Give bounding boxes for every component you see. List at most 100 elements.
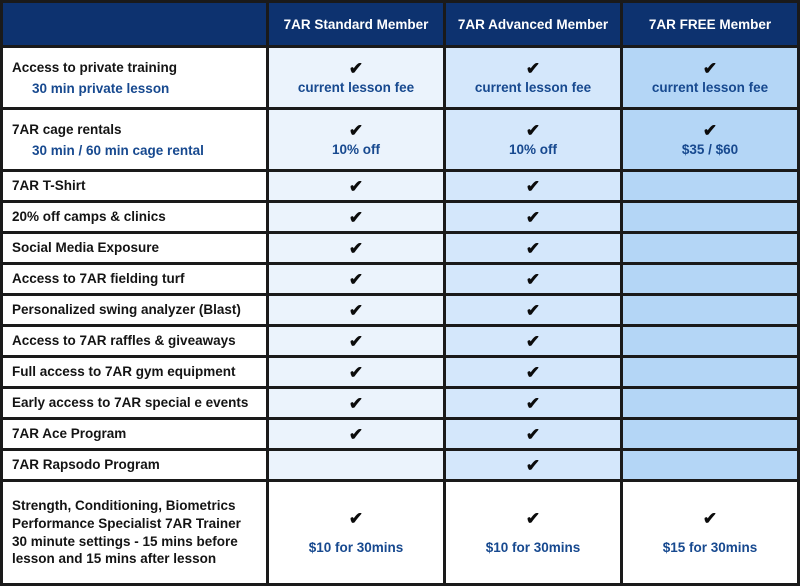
value-note: $10 for 30mins bbox=[308, 540, 404, 556]
value-cell-free bbox=[623, 327, 797, 355]
value-cell-advanced: ✔ bbox=[446, 265, 620, 293]
check-icon: ✔ bbox=[348, 362, 364, 382]
value-cell-advanced: ✔ bbox=[446, 358, 620, 386]
value-note: 10% off bbox=[331, 142, 380, 158]
feature-label: Strength, Conditioning, Biometrics Perfo… bbox=[12, 497, 241, 567]
value-cell-advanced: ✔ bbox=[446, 172, 620, 200]
feature-sublabel: 30 min / 60 min cage rental bbox=[32, 143, 204, 159]
value-cell-standard: ✔ bbox=[269, 172, 443, 200]
feature-label-cell: Early access to 7AR special e events bbox=[3, 389, 266, 417]
value-cell-advanced: ✔ bbox=[446, 327, 620, 355]
value-cell-standard: ✔ bbox=[269, 234, 443, 262]
check-icon: ✔ bbox=[348, 424, 364, 444]
check-icon: ✔ bbox=[525, 269, 541, 289]
feature-sublabel: 30 min private lesson bbox=[32, 81, 170, 97]
feature-label: 7AR cage rentals bbox=[12, 121, 122, 137]
feature-label: Access to private training bbox=[12, 59, 178, 75]
check-icon: ✔ bbox=[525, 393, 541, 413]
feature-label: Access to 7AR raffles & giveaways bbox=[12, 333, 236, 349]
feature-label-cell: 20% off camps & clinics bbox=[3, 203, 266, 231]
check-icon: ✔ bbox=[702, 509, 718, 529]
feature-label-cell: Access to 7AR fielding turf bbox=[3, 265, 266, 293]
value-cell-free bbox=[623, 203, 797, 231]
value-cell-standard: ✔ bbox=[269, 420, 443, 448]
value-cell-free: ✔ $15 for 30mins bbox=[623, 482, 797, 583]
value-note: current lesson fee bbox=[297, 80, 415, 96]
check-icon: ✔ bbox=[348, 121, 364, 141]
value-cell-advanced: ✔ bbox=[446, 203, 620, 231]
value-note: $10 for 30mins bbox=[485, 540, 581, 556]
feature-label-cell: Social Media Exposure bbox=[3, 234, 266, 262]
value-cell-free: ✔ current lesson fee bbox=[623, 48, 797, 107]
value-cell-free bbox=[623, 172, 797, 200]
feature-label: 7AR Rapsodo Program bbox=[12, 457, 160, 473]
check-icon: ✔ bbox=[348, 176, 364, 196]
check-icon: ✔ bbox=[525, 121, 541, 141]
check-icon: ✔ bbox=[348, 300, 364, 320]
value-note: current lesson fee bbox=[474, 80, 592, 96]
value-cell-free bbox=[623, 451, 797, 479]
value-cell-standard: ✔ current lesson fee bbox=[269, 48, 443, 107]
feature-label-cell: 7AR Rapsodo Program bbox=[3, 451, 266, 479]
check-icon: ✔ bbox=[525, 455, 541, 475]
check-icon: ✔ bbox=[348, 59, 364, 79]
value-cell-standard: ✔ bbox=[269, 358, 443, 386]
value-cell-standard: ✔ bbox=[269, 203, 443, 231]
value-cell-standard: ✔ bbox=[269, 296, 443, 324]
feature-label: Full access to 7AR gym equipment bbox=[12, 364, 236, 380]
value-cell-advanced: ✔ bbox=[446, 234, 620, 262]
value-cell-advanced: ✔ 10% off bbox=[446, 110, 620, 169]
check-icon: ✔ bbox=[525, 331, 541, 351]
value-cell-advanced: ✔ current lesson fee bbox=[446, 48, 620, 107]
value-cell-free: ✔ $35 / $60 bbox=[623, 110, 797, 169]
value-cell-free bbox=[623, 389, 797, 417]
value-cell-free bbox=[623, 420, 797, 448]
value-note: 10% off bbox=[508, 142, 557, 158]
check-icon: ✔ bbox=[702, 59, 718, 79]
check-icon: ✔ bbox=[348, 509, 364, 529]
check-icon: ✔ bbox=[348, 331, 364, 351]
value-cell-standard: ✔ bbox=[269, 265, 443, 293]
value-cell-free bbox=[623, 265, 797, 293]
value-cell-free bbox=[623, 234, 797, 262]
feature-label-cell: Strength, Conditioning, Biometrics Perfo… bbox=[3, 482, 266, 583]
check-icon: ✔ bbox=[348, 393, 364, 413]
check-icon: ✔ bbox=[525, 59, 541, 79]
value-cell-free bbox=[623, 296, 797, 324]
value-cell-advanced: ✔ $10 for 30mins bbox=[446, 482, 620, 583]
check-icon: ✔ bbox=[525, 238, 541, 258]
check-icon: ✔ bbox=[702, 121, 718, 141]
check-icon: ✔ bbox=[348, 269, 364, 289]
value-cell-free bbox=[623, 358, 797, 386]
check-icon: ✔ bbox=[525, 207, 541, 227]
check-icon: ✔ bbox=[525, 424, 541, 444]
check-icon: ✔ bbox=[525, 176, 541, 196]
check-icon: ✔ bbox=[348, 207, 364, 227]
value-cell-standard: ✔ bbox=[269, 389, 443, 417]
feature-label-cell: Personalized swing analyzer (Blast) bbox=[3, 296, 266, 324]
feature-label-cell: Full access to 7AR gym equipment bbox=[3, 358, 266, 386]
value-cell-advanced: ✔ bbox=[446, 451, 620, 479]
value-cell-advanced: ✔ bbox=[446, 389, 620, 417]
feature-label: Social Media Exposure bbox=[12, 240, 160, 256]
value-cell-advanced: ✔ bbox=[446, 296, 620, 324]
value-note: current lesson fee bbox=[651, 80, 769, 96]
feature-label: 7AR T-Shirt bbox=[12, 178, 86, 194]
check-icon: ✔ bbox=[525, 362, 541, 382]
feature-label-cell: Access to private training 30 min private… bbox=[3, 48, 266, 107]
value-cell-standard bbox=[269, 451, 443, 479]
column-header-standard: 7AR Standard Member bbox=[269, 3, 443, 45]
value-note: $15 for 30mins bbox=[662, 540, 758, 556]
feature-label: Early access to 7AR special e events bbox=[12, 395, 249, 411]
column-header-free: 7AR FREE Member bbox=[623, 3, 797, 45]
feature-label-cell: 7AR T-Shirt bbox=[3, 172, 266, 200]
value-cell-standard: ✔ 10% off bbox=[269, 110, 443, 169]
check-icon: ✔ bbox=[525, 509, 541, 529]
value-cell-advanced: ✔ bbox=[446, 420, 620, 448]
value-cell-standard: ✔ $10 for 30mins bbox=[269, 482, 443, 583]
column-header-advanced: 7AR Advanced Member bbox=[446, 3, 620, 45]
table-corner-cell bbox=[3, 3, 266, 45]
feature-label-cell: 7AR Ace Program bbox=[3, 420, 266, 448]
value-note: $35 / $60 bbox=[681, 142, 739, 158]
